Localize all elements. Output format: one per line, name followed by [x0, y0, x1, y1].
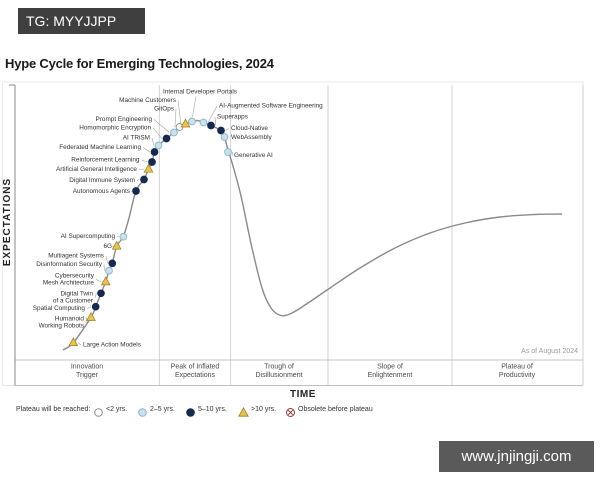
marker-ai-supercomputing: [119, 232, 128, 241]
marker-prompt-engineering: [170, 128, 178, 137]
marker-6g: [111, 240, 122, 250]
marker-spatial-computing: [91, 302, 100, 311]
label-artificial-general-intelligence: Artificial General Intelligence: [56, 166, 137, 173]
leader-digital-twin-of-a-customer: [94, 293, 97, 298]
as-of-date: As of August 2024: [521, 348, 578, 355]
leader-homomorphic-encryption: [152, 127, 163, 139]
marker-large-action-models: [68, 337, 79, 347]
label-humanoid-working-robots: Humanoid Working Robots: [39, 315, 85, 329]
label-multiagent-systems: Multiagent Systems: [48, 253, 104, 260]
label-autonomous-agents: Autonomous Agents: [73, 188, 130, 195]
label-federated-machine-learning: Federated Machine Learning: [59, 144, 141, 151]
leader-generative-ai: [231, 151, 233, 156]
leader-gitops: [174, 108, 177, 128]
chart-title: Hype Cycle for Emerging Technologies, 20…: [5, 56, 274, 71]
leader-prompt-engineering: [153, 119, 170, 133]
marker-artificial-general-intelligence: [143, 163, 154, 173]
watermark-top-text: TG: MYYJJPP: [26, 13, 117, 29]
phase-label-slope-of-enlightenment: Slope of Enlightenment: [368, 364, 413, 380]
label-internal-developer-portals: Internal Developer Portals: [163, 89, 237, 96]
leader-cloud-native: [225, 128, 230, 131]
label-disinformation-security: Disinformation Security: [36, 261, 103, 268]
label-cybersecurity-mesh-architecture: Cybersecurity Mesh Architecture: [43, 272, 95, 286]
marker-machine-customers: [180, 118, 191, 128]
label-gitops: GitOps: [154, 106, 174, 113]
marker-cybersecurity-mesh-architecture: [100, 276, 111, 286]
label-ai-trism: AI TRiSM: [123, 135, 150, 142]
hype-curve: [62, 119, 563, 351]
leader-ai-trism: [151, 137, 155, 146]
label-homomorphic-encryption: Homomorphic Encryption: [79, 125, 151, 132]
leader-machine-customers: [177, 100, 182, 124]
marker-autonomous-agents: [132, 187, 140, 195]
leader-internal-developer-portals: [192, 96, 197, 117]
marker-superapps: [207, 121, 215, 130]
leader-federated-machine-learning: [142, 147, 151, 153]
leader-cybersecurity-mesh-architecture: [95, 279, 102, 282]
marker-generative-ai: [224, 148, 232, 156]
leader-spatial-computing: [86, 306, 92, 309]
phase-label-innovation-trigger: Innovation Trigger: [71, 364, 103, 380]
marker-homomorphic-encryption: [162, 134, 171, 143]
marker-cloud-native: [217, 126, 225, 135]
label-webassembly: WebAssembly: [231, 134, 273, 141]
marker-ai-trism: [154, 141, 163, 150]
leader-superapps: [214, 116, 216, 126]
label-prompt-engineering: Prompt Engineering: [96, 116, 153, 123]
label-machine-customers: Machine Customers: [119, 97, 176, 104]
marker-disinformation-security: [105, 266, 113, 275]
marker-humanoid-working-robots: [86, 311, 96, 321]
marker-internal-developer-portals: [188, 117, 196, 126]
leader-reinforcement-learning: [141, 159, 148, 163]
label-superapps: Superapps: [217, 114, 248, 121]
watermark-bottom-text: www.jnjingji.com: [461, 448, 572, 465]
watermark-top-badge: TG: MYYJJPP: [18, 8, 145, 34]
label-digital-twin-of-a-customer: Digital Twin of a Customer: [53, 290, 94, 304]
marker-digital-twin-of-a-customer: [97, 289, 105, 298]
phase-label-peak-of-inflated-expectations: Peak of Inflated Expectations: [171, 364, 220, 380]
marker-webassembly: [220, 133, 229, 141]
leader-large-action-models: [77, 342, 82, 346]
label-reinforcement-learning: Reinforcement Learning: [71, 157, 140, 164]
phase-label-trough-of-disillusionment: Trough of Disillusionment: [255, 364, 302, 380]
label-ai-supercomputing: AI Supercomputing: [61, 233, 116, 240]
marker-digital-immune-system: [140, 175, 148, 184]
phase-label-plateau-of-productivity: Plateau of Productivity: [499, 364, 536, 380]
label-ai-augmented-software-engineering: AI-Augmented Software Engineering: [219, 103, 323, 110]
leader-multiagent-systems: [105, 255, 108, 264]
label-spatial-computing: Spatial Computing: [33, 305, 86, 312]
marker-ai-augmented-software-engineering: [199, 118, 208, 127]
x-axis-label: TIME: [290, 389, 316, 400]
leader-digital-immune-system: [136, 179, 140, 181]
marker-federated-machine-learning: [150, 148, 159, 156]
leader-artificial-general-intelligence: [138, 168, 144, 170]
watermark-bottom-badge: www.jnjingji.com: [439, 441, 594, 472]
label-digital-immune-system: Digital Immune System: [69, 177, 135, 184]
marker-multiagent-systems: [108, 259, 117, 268]
marker-reinforcement-learning: [148, 158, 156, 166]
leader-autonomous-agents: [131, 190, 133, 192]
label-large-action-models: Large Action Models: [83, 342, 141, 349]
label-generative-ai: Generative AI: [234, 152, 273, 159]
label-6g: 6G: [103, 243, 112, 250]
label-cloud-native: Cloud-Native: [231, 125, 268, 132]
leader-ai-augmented-software-engineering: [207, 105, 218, 123]
